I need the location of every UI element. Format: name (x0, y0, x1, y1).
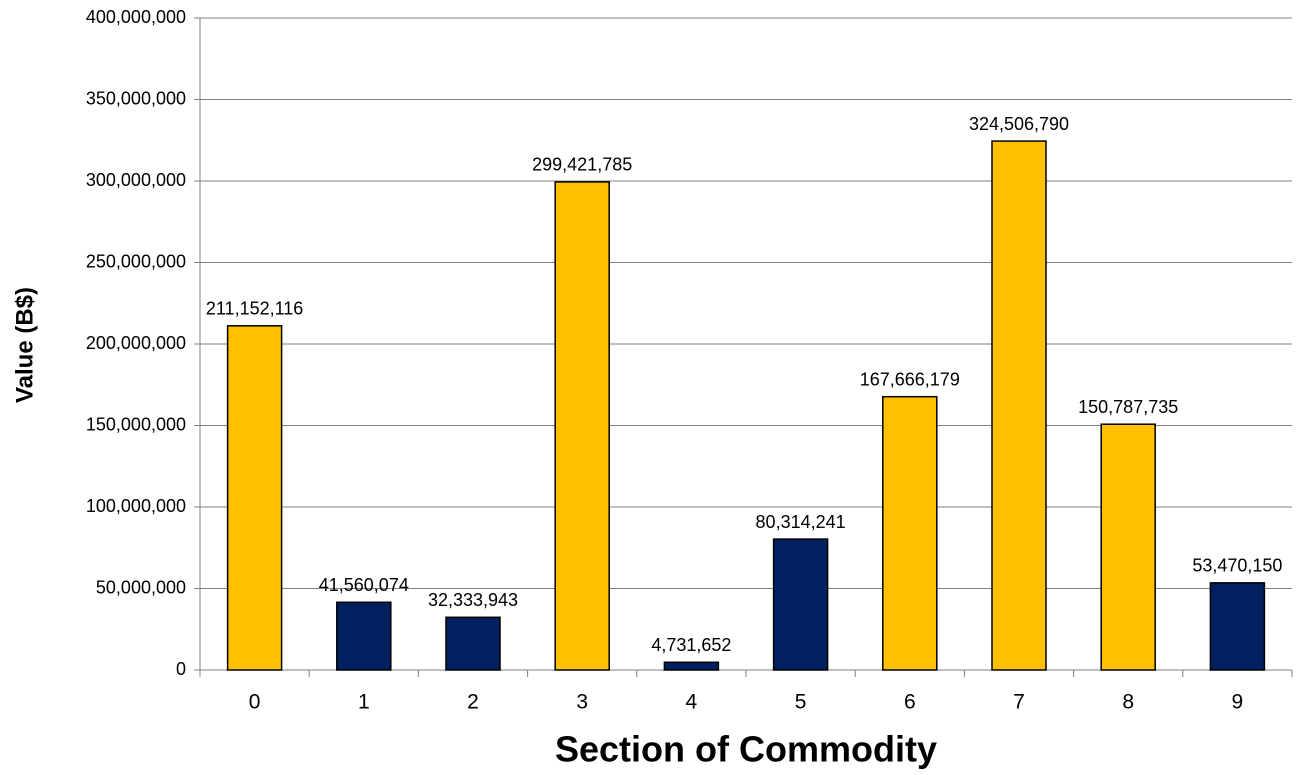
x-axis-label: Section of Commodity (555, 729, 937, 770)
y-tick-label: 250,000,000 (86, 251, 186, 271)
bar (882, 395, 938, 671)
y-tick-label: 400,000,000 (86, 7, 186, 27)
x-tick-label: 4 (686, 691, 698, 714)
y-tick-label: 0 (176, 659, 186, 679)
bar (772, 538, 829, 671)
data-label: 4,731,652 (651, 635, 731, 655)
data-label: 211,152,116 (206, 299, 303, 319)
bar (1100, 423, 1156, 671)
data-label: 32,333,943 (428, 590, 518, 610)
x-tick-label: 6 (904, 691, 916, 714)
x-tick-label: 2 (467, 691, 479, 714)
bar (663, 661, 720, 671)
data-label: 167,666,179 (860, 369, 960, 389)
bar (991, 140, 1047, 671)
y-tick-label: 50,000,000 (96, 577, 186, 597)
bar (1209, 582, 1266, 671)
x-tick-label: 7 (1013, 691, 1025, 714)
bar (336, 601, 392, 671)
data-label: 150,787,735 (1078, 397, 1178, 417)
x-tick-label: 9 (1232, 691, 1244, 714)
data-label: 324,506,790 (969, 114, 1069, 134)
data-label: 299,421,785 (532, 155, 632, 175)
bar (554, 181, 610, 671)
bar (226, 325, 283, 671)
y-axis-label: Value (B$) (11, 287, 38, 403)
y-tick-label: 300,000,000 (86, 170, 186, 190)
x-tick-label: 3 (576, 691, 588, 714)
data-label: 41,560,074 (319, 575, 409, 595)
y-tick-label: 100,000,000 (86, 496, 186, 516)
x-tick-label: 1 (358, 691, 370, 714)
data-label: 53,470,150 (1192, 556, 1282, 576)
y-tick-label: 200,000,000 (86, 333, 186, 353)
x-tick-label: 8 (1122, 691, 1134, 714)
y-tick-label: 150,000,000 (86, 414, 186, 434)
data-label: 80,314,241 (756, 512, 846, 532)
x-tick-label: 5 (795, 691, 807, 714)
bar (445, 616, 501, 671)
x-tick-label: 0 (249, 691, 261, 714)
y-tick-label: 350,000,000 (86, 88, 186, 108)
